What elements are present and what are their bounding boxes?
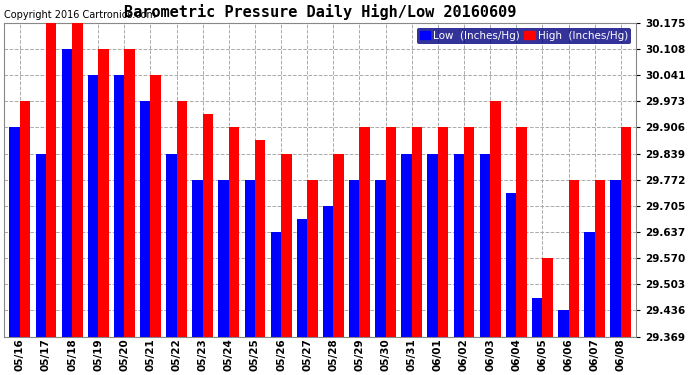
Text: Copyright 2016 Cartronics.com: Copyright 2016 Cartronics.com xyxy=(4,10,156,20)
Bar xyxy=(359,128,370,337)
Bar xyxy=(610,180,621,337)
Bar xyxy=(621,128,631,337)
Bar xyxy=(402,153,412,337)
Bar xyxy=(98,49,108,337)
Bar xyxy=(375,180,386,337)
Bar xyxy=(203,114,213,337)
Bar xyxy=(386,128,396,337)
Bar xyxy=(88,75,98,337)
Bar xyxy=(35,153,46,337)
Bar xyxy=(20,101,30,337)
Bar xyxy=(140,101,150,337)
Bar xyxy=(124,49,135,337)
Bar xyxy=(542,258,553,337)
Bar xyxy=(412,128,422,337)
Bar xyxy=(490,101,500,337)
Bar xyxy=(61,49,72,337)
Bar xyxy=(166,153,177,337)
Bar xyxy=(150,75,161,337)
Bar xyxy=(584,232,595,337)
Bar xyxy=(193,180,203,337)
Bar xyxy=(177,101,187,337)
Title: Barometric Pressure Daily High/Low 20160609: Barometric Pressure Daily High/Low 20160… xyxy=(124,4,517,20)
Bar xyxy=(506,193,516,337)
Bar xyxy=(46,23,57,337)
Bar xyxy=(297,219,307,337)
Legend: Low  (Inches/Hg), High  (Inches/Hg): Low (Inches/Hg), High (Inches/Hg) xyxy=(417,28,631,44)
Bar xyxy=(307,180,317,337)
Bar xyxy=(569,180,579,337)
Bar xyxy=(281,153,292,337)
Bar xyxy=(270,232,281,337)
Bar xyxy=(10,128,20,337)
Bar xyxy=(333,153,344,337)
Bar xyxy=(532,298,542,337)
Bar xyxy=(453,153,464,337)
Bar xyxy=(219,180,229,337)
Bar xyxy=(438,128,449,337)
Bar xyxy=(480,153,490,337)
Bar xyxy=(464,128,475,337)
Bar xyxy=(255,140,266,337)
Bar xyxy=(229,128,239,337)
Bar xyxy=(349,180,359,337)
Bar xyxy=(558,310,569,337)
Bar xyxy=(595,180,605,337)
Bar xyxy=(244,180,255,337)
Bar xyxy=(427,153,438,337)
Bar xyxy=(516,128,526,337)
Bar xyxy=(114,75,124,337)
Bar xyxy=(323,206,333,337)
Bar xyxy=(72,23,83,337)
